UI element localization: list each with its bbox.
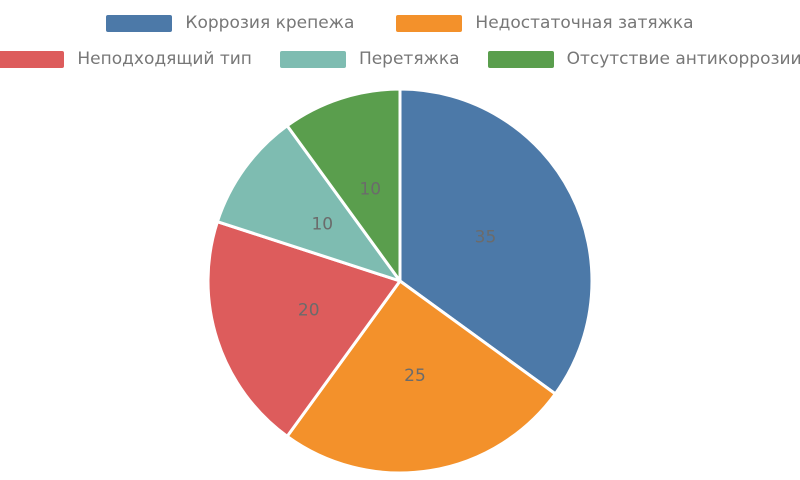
pie-value-label-2: 20 [298,301,320,321]
pie-value-label-4: 10 [359,180,381,200]
pie-slice-4 [285,87,402,283]
pie-value-label-0: 35 [475,227,497,247]
legend-swatch-icon [487,51,554,68]
legend-swatch-icon [0,51,65,68]
legend-item-1: Недостаточная затяжка [396,13,694,34]
legend: Коррозия крепежа Недостаточная затяжка Не… [0,13,800,70]
legend-item-2: Неподходящий тип [0,49,252,70]
legend-row-2: Неподходящий тип Перетяжка Отсутствие анти… [0,49,800,70]
legend-label: Перетяжка [358,49,460,69]
legend-item-3: Перетяжка [279,49,460,70]
pie-slice-0 [398,87,594,396]
legend-swatch-icon [279,51,346,68]
pie-slice-1 [285,279,557,475]
legend-item-4: Отсутствие антикоррозии [487,49,800,70]
pie-value-label-3: 10 [311,215,333,235]
pie-slice-2 [206,220,402,438]
legend-row-1: Коррозия крепежа Недостаточная затяжка [0,13,800,34]
legend-item-0: Коррозия крепежа [106,13,354,34]
legend-swatch-icon [106,15,173,32]
legend-label: Коррозия крепежа [185,13,355,33]
pie-slice-3 [215,124,402,283]
pie-value-label-1: 25 [404,366,426,386]
legend-swatch-icon [396,15,463,32]
legend-label: Отсутствие антикоррозии [566,49,800,69]
legend-label: Недостаточная затяжка [475,13,694,33]
legend-label: Неподходящий тип [77,49,252,69]
